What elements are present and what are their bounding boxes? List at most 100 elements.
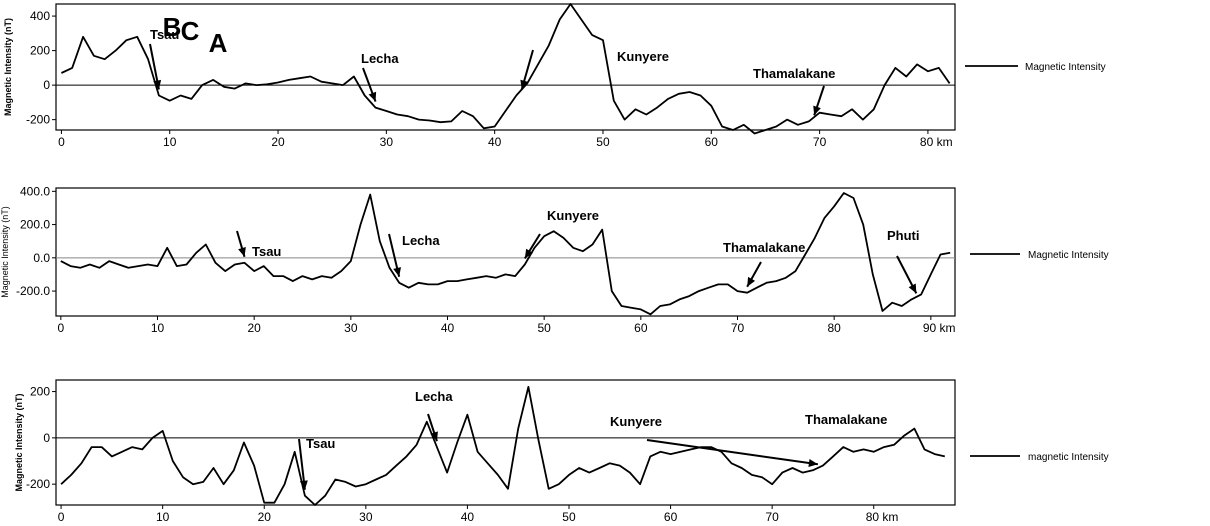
panel-b-annotation-kunyere-label: Kunyere xyxy=(547,208,599,223)
panel-c-xtick-label: 0 xyxy=(58,510,65,524)
panel-b-legend: Magnetic Intensity xyxy=(970,250,1109,261)
panel-b-annotation-thamalakane: Thamalakane xyxy=(723,240,805,288)
panel-c-annotation-tsau-arrow-head xyxy=(299,480,308,490)
panel-c-ytick-label: 200 xyxy=(30,385,50,399)
panel-c-x-unit-label: 80 km xyxy=(866,510,899,524)
panel-b-xtick-label: 40 xyxy=(441,321,455,335)
panel-a-annotation-arrow-arrow xyxy=(520,49,534,90)
panel-a-annotation-tsau: Tsau xyxy=(149,27,179,90)
panel-a-series-line xyxy=(61,3,951,135)
panel-b-xtick-label: 50 xyxy=(537,321,551,335)
panel-c-annotation-tsau-label: Tsau xyxy=(306,436,335,451)
panel-b-annotation-phuti-label: Phuti xyxy=(887,228,920,243)
panel-a-annotation-kunyere-label: Kunyere xyxy=(617,49,669,64)
panel-b-x-unit-label: 90 km xyxy=(923,321,956,335)
panel-a-xtick-label: 70 xyxy=(813,135,827,149)
panel-c-xtick-label: 70 xyxy=(765,510,779,524)
panel-b-xtick-label: 10 xyxy=(151,321,165,335)
panel-c-xtick-label: 30 xyxy=(359,510,373,524)
panel-a-annotation-thamalakane-arrow xyxy=(813,85,825,116)
panel-a-xtick-label: 0 xyxy=(58,135,65,149)
panel-c-xtick-label: 10 xyxy=(156,510,170,524)
panel-b-annotation-kunyere-arrow xyxy=(523,233,541,259)
panel-c-annotation-thamalakane-arrow xyxy=(646,439,819,467)
panel-a-ytick-label: 200 xyxy=(30,44,50,58)
panel-c-annotation-thamalakane-arrow-head xyxy=(808,459,818,467)
panel-b-annotation-tsau: Tsau xyxy=(236,230,281,259)
panel-c-xtick-label: 40 xyxy=(461,510,475,524)
panel-a-annotation-thamalakane-label: Thamalakane xyxy=(753,66,835,81)
panel-c-series-line xyxy=(60,385,945,506)
panel-c-annotation-lecha-label: Lecha xyxy=(415,389,453,404)
panel-b-annotation-lecha-arrow xyxy=(388,233,401,277)
panel-b-annotation-lecha-label: Lecha xyxy=(402,233,440,248)
panel-c-annotation-thamalakane-label: Thamalakane xyxy=(805,412,887,427)
panel-b-y-axis-label: Magnetic Intensity (nT) xyxy=(0,206,10,298)
panel-a-annotation-arrow-arrow-head xyxy=(520,79,529,90)
panel-b-xtick-label: 70 xyxy=(731,321,745,335)
panel-b-ytick-label: 400.0 xyxy=(20,184,50,198)
panel-a-frame xyxy=(55,3,956,131)
panel-a-legend-label: Magnetic Intensity xyxy=(1025,62,1106,73)
panel-b-series-line xyxy=(60,192,951,316)
panel-b: 400.0 200.0 0.0 -200.0 0 10 20 30 40 50 60 70 80 90 k… xyxy=(0,12,956,335)
panel-c-annotation-lecha: Lecha xyxy=(415,389,453,442)
panel-a-x-unit-label: 80 km xyxy=(920,135,953,149)
panel-b-annotation-tsau-label: Tsau xyxy=(252,244,281,259)
panel-a-annotation-kunyere: Kunyere xyxy=(617,49,669,64)
panel-b-annotation-tsau-arrow-head xyxy=(238,247,246,257)
panel-a-xtick-label: 20 xyxy=(271,135,285,149)
panel-b-letter: B xyxy=(163,12,182,42)
panel-a-xtick-label: 50 xyxy=(596,135,610,149)
panel-b-annotation-thamalakane-arrow-head xyxy=(747,276,756,287)
panel-b-xtick-label: 80 xyxy=(827,321,841,335)
panel-b-annotation-thamalakane-arrow xyxy=(746,261,762,288)
panel-c-annotation-thamalakane: Thamalakane xyxy=(646,412,887,467)
panel-c-annotation-kunyere: Kunyere xyxy=(610,414,662,429)
panel-b-xtick-label: 0 xyxy=(57,321,64,335)
panel-b-ytick-label: 0.0 xyxy=(33,251,50,265)
panel-c-xtick-label: 20 xyxy=(258,510,272,524)
panel-b-annotation-phuti-arrow-head xyxy=(908,283,917,294)
panel-b-annotation-lecha: Lecha xyxy=(388,233,440,277)
panel-c-frame xyxy=(55,379,956,506)
panel-c-legend-label: magnetic Intensity xyxy=(1028,452,1109,463)
panel-b-annotation-phuti-arrow xyxy=(896,255,918,294)
panel-a-ytick-label: 0 xyxy=(43,78,50,92)
panel-c-annotation-lecha-arrow-head xyxy=(430,431,438,442)
panel-c-legend: magnetic Intensity xyxy=(970,452,1109,463)
panel-c-ytick-label: 0 xyxy=(43,431,50,445)
panel-b-annotation-thamalakane-label: Thamalakane xyxy=(723,240,805,255)
panel-b-annotation-phuti: Phuti xyxy=(887,228,920,294)
panel-b-ytick-label: -200.0 xyxy=(16,284,50,298)
panel-c-letter: C xyxy=(181,16,200,46)
panel-a-annotation-thamalakane: Thamalakane xyxy=(753,66,835,116)
panel-a-annotation-lecha-arrow xyxy=(362,67,377,102)
panel-a-letter: A xyxy=(209,28,228,58)
panel-a-y-axis-label: Magnetic Intensity (nT) xyxy=(3,18,13,116)
panel-b-xtick-label: 30 xyxy=(344,321,358,335)
panel-b-frame xyxy=(55,187,956,317)
panel-a-annotation-lecha: Lecha xyxy=(361,51,399,102)
panel-b-annotation-kunyere-arrow-head xyxy=(524,248,533,259)
panel-c-annotation-tsau: Tsau xyxy=(298,436,335,490)
panel-a-xtick-label: 60 xyxy=(705,135,719,149)
panel-a-xtick-label: 30 xyxy=(380,135,394,149)
panel-a-annotation-lecha-arrow-head xyxy=(368,91,377,102)
panel-b-xtick-label: 60 xyxy=(634,321,648,335)
panel-a-annotation-arrow xyxy=(520,49,534,90)
panel-b-xtick-label: 20 xyxy=(247,321,261,335)
panel-c-annotation-thamalakane-arrow-shaft xyxy=(646,439,819,466)
panel-a-annotation-lecha-label: Lecha xyxy=(361,51,399,66)
panel-a-annotation-tsau-arrow xyxy=(149,43,162,90)
panel-b-legend-label: Magnetic Intensity xyxy=(1028,250,1109,261)
panel-a-annotation-thamalakane-arrow-head xyxy=(813,105,821,116)
panel-a: 400 200 0 -200 0 10 20 30 40 50 60 70 80 km Magnetic … xyxy=(3,3,956,149)
panel-b-annotation-lecha-arrow-head xyxy=(393,267,401,277)
panel-c-annotation-lecha-arrow xyxy=(427,413,438,442)
panel-c-ytick-label: -200 xyxy=(26,477,50,491)
panel-b-annotation-kunyere: Kunyere xyxy=(523,208,599,259)
panel-b-ytick-label: 200.0 xyxy=(20,218,50,232)
